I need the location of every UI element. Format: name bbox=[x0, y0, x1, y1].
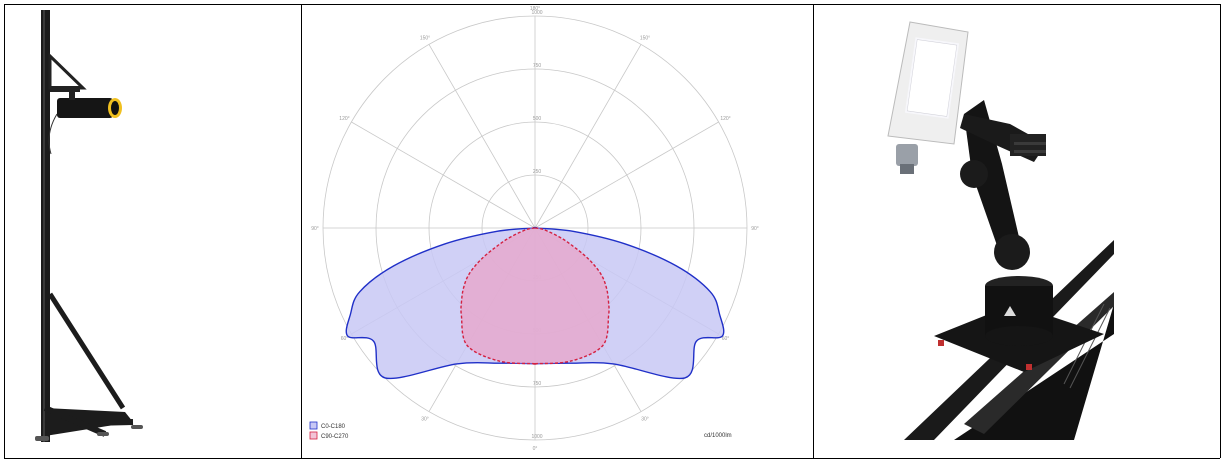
radial-tick-label: 750 bbox=[533, 63, 542, 69]
angle-tick-label: 60° bbox=[341, 336, 349, 342]
polar-chart-cell: 180° 150° 120° 90° 60° 30° 0° 30° 60° 90° 120° 150°… bbox=[301, 4, 813, 458]
angle-tick-label: 150° bbox=[640, 35, 650, 41]
angle-tick-label: 0° bbox=[533, 446, 538, 452]
angle-tick-label: 30° bbox=[421, 417, 429, 423]
table-top-border bbox=[4, 4, 1220, 5]
photo-cell-stand bbox=[4, 4, 301, 458]
angle-tick-label: 120° bbox=[720, 116, 730, 122]
legend-label: C0-C180 bbox=[321, 424, 346, 430]
angle-tick-label: 150° bbox=[420, 35, 430, 41]
unit-label: cd/1000lm bbox=[704, 433, 732, 439]
radial-tick-label: 500 bbox=[533, 116, 542, 122]
detector-stand-photo bbox=[35, 10, 143, 442]
radial-tick-label: 1000 bbox=[531, 434, 542, 440]
table-bottom-border bbox=[4, 458, 1220, 459]
legend-swatch bbox=[309, 421, 318, 430]
angle-tick-label: 120° bbox=[339, 116, 349, 122]
grid-spoke bbox=[534, 44, 642, 229]
polar-intensity-chart: 180° 150° 120° 90° 60° 30° 0° 30° 60° 90° 120° 150°… bbox=[309, 6, 759, 452]
grid-spoke bbox=[534, 121, 719, 229]
angle-tick-label: 30° bbox=[641, 417, 649, 423]
legend-swatch bbox=[309, 431, 318, 440]
legend-label: C90-C270 bbox=[321, 434, 349, 440]
radial-tick-label: 1000 bbox=[531, 10, 542, 16]
angle-tick-label: 90° bbox=[751, 226, 759, 232]
grid-spoke bbox=[351, 121, 536, 229]
photo-cell-robot bbox=[813, 4, 1221, 458]
robotic-arm-photo bbox=[826, 21, 1114, 440]
radial-tick-label: 750 bbox=[533, 381, 542, 387]
angle-tick-label: 60° bbox=[722, 336, 730, 342]
grid-spoke bbox=[428, 44, 536, 229]
series-curve-C90-C270 bbox=[460, 227, 610, 365]
radial-tick-label: 250 bbox=[533, 169, 542, 175]
angle-tick-label: 180° bbox=[530, 6, 540, 12]
angle-tick-label: 90° bbox=[311, 226, 319, 232]
